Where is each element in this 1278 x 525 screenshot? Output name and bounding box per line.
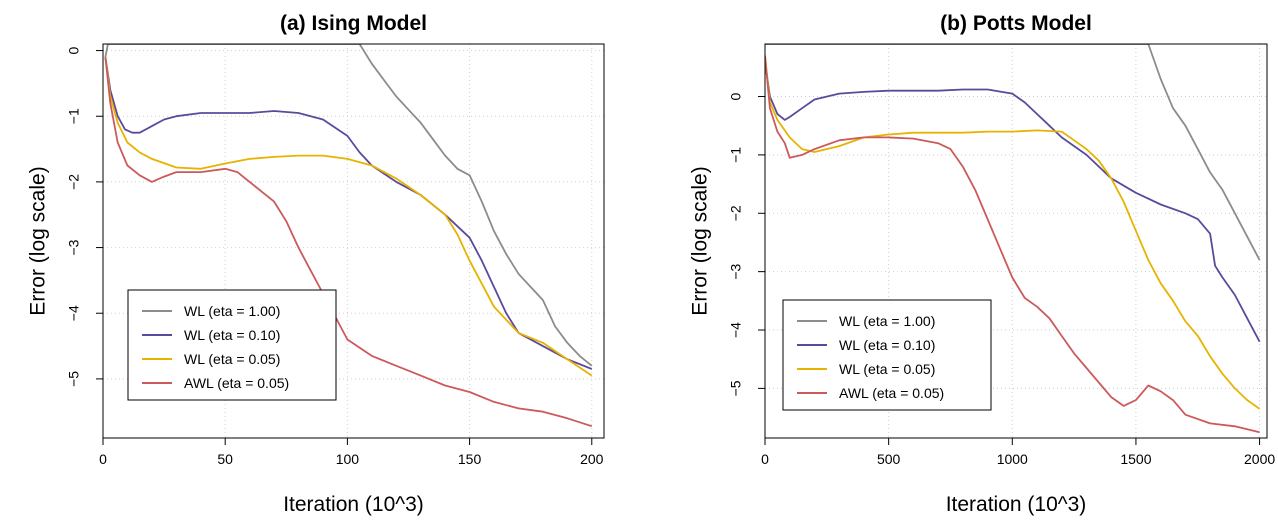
ising-series-line-3 [104, 57, 593, 428]
ising-legend-label-2: WL (eta = 0.05) [184, 351, 280, 367]
ising-y-tick-label: 0 [66, 46, 82, 54]
ising-y-axis-label: Error (log scale) [27, 166, 50, 315]
ising-x-tick-label: 50 [217, 451, 233, 467]
ising-x-axis-label: Iteration (10^3) [283, 493, 424, 516]
ising-legend-label-1: WL (eta = 0.10) [184, 327, 280, 343]
potts-y-tick-label: −1 [728, 147, 744, 163]
potts-chart-title: (b) Potts Model [940, 12, 1092, 35]
potts-series-line-2 [765, 55, 1261, 410]
ising-legend-label-0: WL (eta = 1.00) [184, 303, 280, 319]
potts-legend-box [782, 299, 992, 411]
ising-y-tick-label: −1 [66, 108, 82, 124]
potts-x-tick-label: 1000 [997, 451, 1028, 467]
ising-y-tick-label: −2 [66, 174, 82, 190]
ising-x-tick-label: 100 [336, 451, 360, 467]
potts-legend: WL (eta = 1.00) WL (eta = 0.10) WL (eta = … [782, 299, 992, 411]
potts-legend-label-0: WL (eta = 1.00) [839, 313, 935, 329]
ising-x-tick-label: 200 [580, 451, 604, 467]
potts-legend-label-2: WL (eta = 0.05) [839, 361, 935, 377]
potts-series-line-1 [765, 61, 1261, 343]
ising-series-line-2 [104, 56, 593, 377]
ising-x-tick-label: 150 [458, 451, 482, 467]
ising-x-tick-label: 0 [99, 451, 107, 467]
ising-chart-title: (a) Ising Model [280, 12, 427, 35]
potts-x-tick-label: 2000 [1244, 451, 1275, 467]
potts-y-tick-label: −3 [728, 263, 744, 279]
ising-model-panel: 0 50 100 150 200 0 −1 −2 −3 −4 −5 (a) Ising Model It… [27, 12, 605, 516]
potts-y-tick-label: −4 [728, 322, 744, 338]
ising-legend-box [127, 289, 337, 401]
potts-y-tick-label: −5 [728, 380, 744, 396]
potts-legend-label-3: AWL (eta = 0.05) [839, 385, 944, 401]
ising-series-line-0 [104, 44, 593, 367]
potts-y-tick-label: −2 [728, 205, 744, 221]
potts-plot-frame [764, 43, 1268, 439]
potts-series-line-3 [765, 55, 1260, 434]
ising-plot-frame [102, 43, 605, 439]
potts-model-panel: 0 500 1000 1500 2000 0 −1 −2 −3 −4 −5 (b) Potts Mod… [689, 12, 1276, 516]
ising-legend: WL (eta = 1.00) WL (eta = 0.10) WL (eta = … [127, 289, 337, 401]
potts-x-tick-label: 1500 [1120, 451, 1151, 467]
potts-legend-label-1: WL (eta = 0.10) [839, 337, 935, 353]
ising-legend-label-3: AWL (eta = 0.05) [184, 375, 289, 391]
ising-series-line-1 [104, 56, 593, 370]
ising-y-tick-label: −5 [66, 371, 82, 387]
potts-y-tick-label: 0 [728, 92, 744, 100]
ising-y-tick-label: −3 [66, 239, 82, 255]
ising-y-tick-label: −4 [66, 305, 82, 321]
potts-x-axis-label: Iteration (10^3) [946, 493, 1087, 516]
potts-x-tick-label: 0 [761, 451, 769, 467]
potts-x-tick-label: 500 [877, 451, 901, 467]
potts-y-axis-label: Error (log scale) [689, 166, 712, 315]
potts-series-line-0 [765, 44, 1261, 261]
